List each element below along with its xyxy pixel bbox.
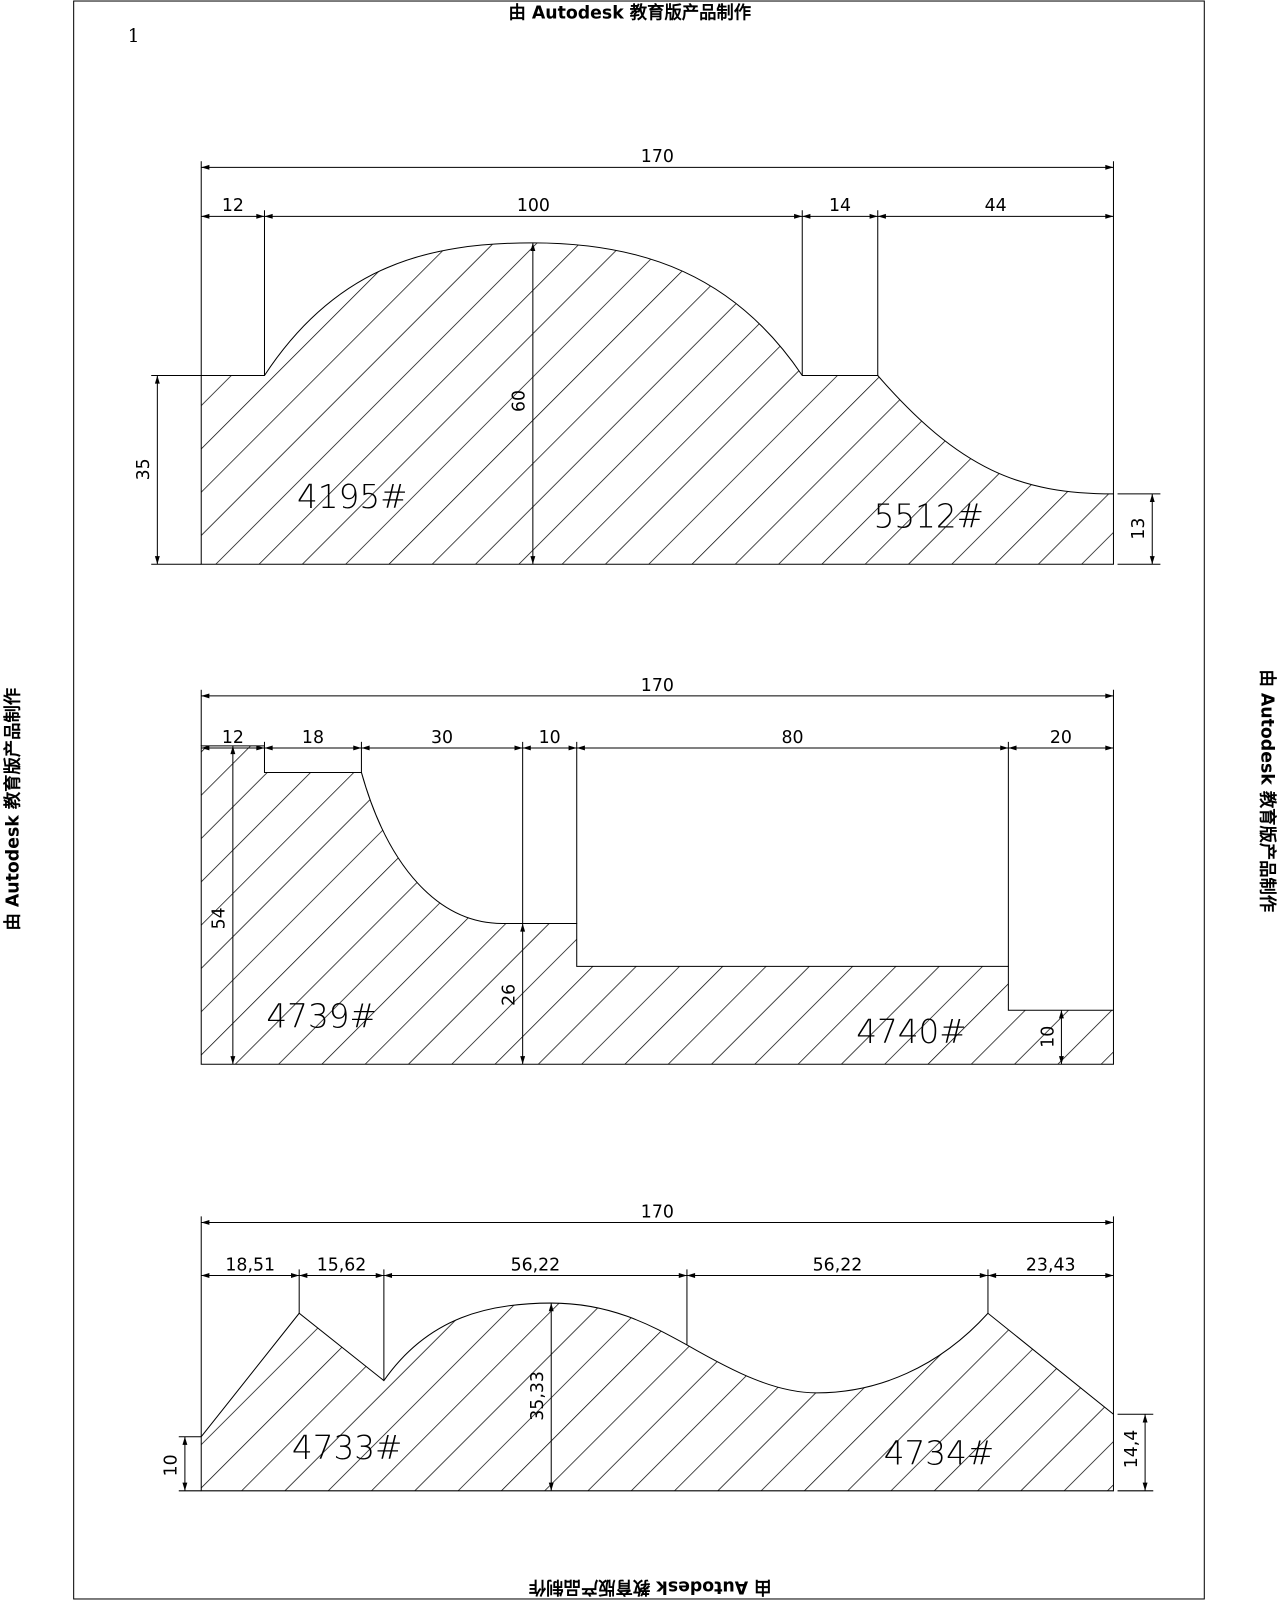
dimension-text: 56,22 (511, 1255, 561, 1275)
dimension-text: 56,22 (813, 1255, 863, 1275)
dimension-text: 35,33 (528, 1371, 548, 1421)
dimension-text: 18 (302, 728, 324, 748)
profile-code: 4739# (266, 998, 376, 1036)
dimension-text: 12 (222, 728, 244, 748)
dimension-text: 14,4 (1122, 1430, 1142, 1469)
watermark-top: 由 Autodesk 教育版产品制作 (508, 2, 751, 23)
dimension-text: 60 (510, 390, 530, 412)
dimension-text: 35 (134, 458, 154, 480)
dimension-text: 26 (499, 984, 519, 1006)
watermark-bottom: 由 Autodesk 教育版产品制作 (528, 1577, 771, 1598)
dimension-text: 170 (641, 147, 674, 167)
dimension-text: 23,43 (1026, 1255, 1076, 1275)
dimension-text: 15,62 (317, 1255, 367, 1275)
dimension-text: 80 (782, 728, 804, 748)
sheet-border (73, 0, 1205, 1600)
dimension-text: 20 (1050, 728, 1072, 748)
profile-code: 4740# (856, 1013, 966, 1051)
dimension-text: 44 (985, 196, 1007, 216)
dimension-text: 10 (539, 728, 561, 748)
profile-shape (200, 242, 1114, 565)
dimension-text: 170 (641, 1202, 674, 1222)
dimension-text: 18,51 (225, 1255, 275, 1275)
page-number: 1 (128, 26, 140, 47)
profile-code: 4734# (884, 1434, 994, 1472)
profile-code: 5512# (874, 498, 984, 536)
dimension-text: 13 (1129, 518, 1149, 540)
profile-code: 4195# (297, 478, 407, 516)
profile-shape (200, 1302, 1114, 1492)
dimension-text: 12 (222, 196, 244, 216)
dimension-text: 30 (431, 728, 453, 748)
profile-shape (200, 745, 1114, 1065)
watermark-right: 由 Autodesk 教育版产品制作 (1256, 670, 1277, 913)
watermark-left: 由 Autodesk 教育版产品制作 (3, 687, 24, 930)
dimension-text: 14 (829, 196, 851, 216)
dimension-text: 54 (210, 907, 230, 929)
profile-code: 4733# (292, 1429, 402, 1467)
dimension-text: 10 (162, 1454, 182, 1476)
dimension-text: 170 (641, 676, 674, 696)
dimension-text: 10 (1038, 1026, 1058, 1048)
dimension-text: 100 (517, 196, 550, 216)
